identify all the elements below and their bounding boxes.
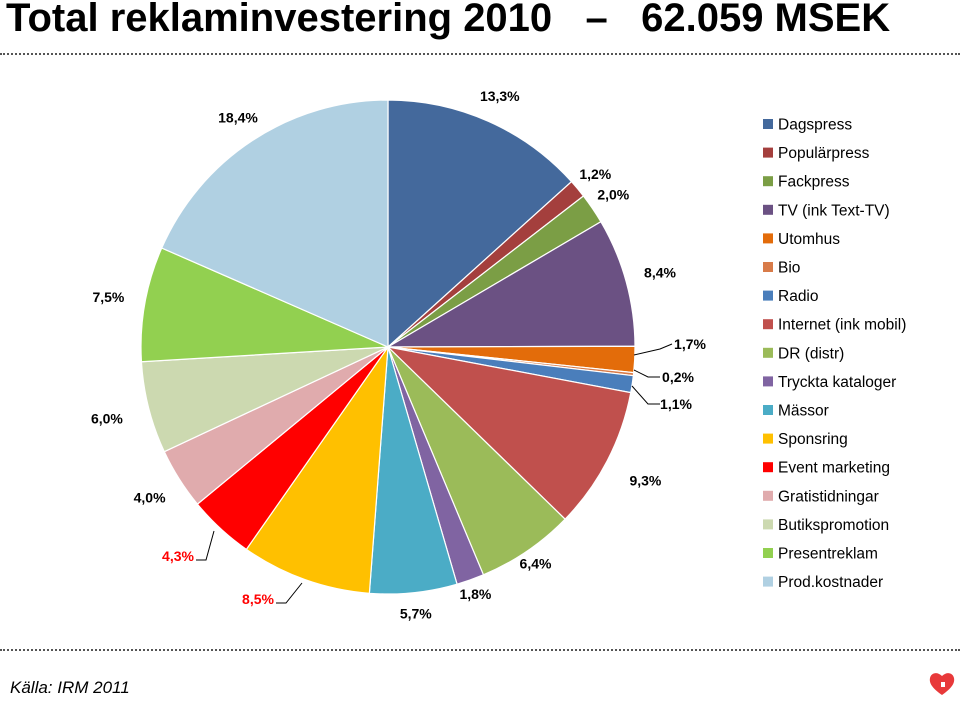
legend-label: Butikspromotion [778,517,889,534]
legend-swatch [763,347,773,358]
data-label-presentreklam: 7,5% [92,289,124,305]
data-label-prod-kostnader: 18,4% [218,110,258,126]
page-title: Total reklaminvestering 2010 – 62.059 MS… [6,0,891,40]
legend-item-bio: Bio [763,260,800,277]
legend-swatch [763,204,773,215]
footer-divider [0,649,960,651]
legend-label: TV (ink Text-TV) [778,202,890,219]
heart-icon [929,673,955,695]
source-note: Källa: IRM 2011 [10,678,130,697]
leader-line [631,385,660,405]
legend-label: Prod.kostnader [778,574,883,591]
leader-line [633,343,673,356]
legend-label: Tryckta kataloger [778,374,896,391]
legend-label: Sponsring [778,431,848,448]
legend-label: Internet (ink mobil) [778,317,906,334]
data-label-fackpress: 2,0% [597,187,629,203]
legend-item-fackpress: Fackpress [763,174,850,191]
legend-item-tryckta-kataloger: Tryckta kataloger [763,374,896,391]
legend-label: Bio [778,260,800,277]
pie-slices [140,99,636,595]
legend-item-internet-ink-mobil: Internet (ink mobil) [763,317,906,334]
legend-swatch [763,147,773,158]
pie-slice-tv-ink-text-tv [385,220,636,348]
legend-label: DR (distr) [778,345,844,362]
legend-label: Utomhus [778,231,840,248]
legend-item-presentreklam: Presentreklam [763,546,878,563]
legend-swatch [763,262,773,272]
legend-item-dagspress: Dagspress [763,117,852,134]
legend-swatch [763,490,773,501]
data-label-bio: 0,2% [662,369,694,385]
legend-swatch [763,119,773,129]
leader-line [196,530,215,561]
pie-slice-prod-kostnader [160,99,389,348]
pie-slice-internet-ink-mobil [386,346,632,521]
legend-swatch [763,176,773,187]
legend-swatch [763,233,773,244]
legend-label: Populärpress [778,145,870,162]
legend-label: Mässor [778,403,829,420]
title-divider [0,53,960,55]
legend-label: Dagspress [778,117,852,134]
legend-swatch [763,519,773,530]
legend-label: Gratistidningar [778,488,879,505]
data-label-popul-rpress: 1,2% [579,166,611,182]
data-label-event-marketing: 4,3% [162,548,194,564]
label-leader-lines [196,343,673,604]
legend-item-gratistidningar: Gratistidningar [763,488,879,505]
data-label-tv-ink-text-tv: 8,4% [644,264,676,280]
legend-label: Presentreklam [778,546,878,563]
pie-slice-dagspress [387,99,573,349]
data-label-tryckta-kataloger: 1,8% [459,586,491,602]
legend-item-sponsring: Sponsring [763,431,848,448]
legend-item-butikspromotion: Butikspromotion [763,517,889,534]
legend-label: Radio [778,288,819,305]
data-label-dagspress: 13,3% [480,88,520,104]
leader-line [633,369,660,378]
chart-legend: Dagspress Populärpress Fackpress TV (ink Te… [763,117,906,591]
legend-item-popul-rpress: Populärpress [763,145,870,162]
legend-swatch [763,405,773,415]
legend-swatch [763,576,773,587]
data-label-sponsring: 8,5% [242,591,274,607]
legend-swatch [763,290,773,301]
data-label-utomhus: 1,7% [674,336,706,352]
legend-item-m-ssor: Mässor [763,403,829,420]
legend-item-dr-distr: DR (distr) [763,345,844,362]
legend-swatch [763,433,773,444]
pie-slice-sponsring [245,344,389,594]
data-label-radio: 1,1% [660,396,692,412]
data-label-dr-distr: 6,4% [520,556,552,572]
legend-swatch [763,462,773,473]
data-label-gratistidningar: 4,0% [134,490,166,506]
legend-item-prod-kostnader: Prod.kostnader [763,574,883,591]
pie-slice-presentreklam [140,247,389,363]
legend-item-utomhus: Utomhus [763,231,840,248]
data-label-internet-ink-mobil: 9,3% [629,473,661,489]
legend-item-radio: Radio [763,288,819,305]
leader-line [276,582,303,604]
legend-item-event-marketing: Event marketing [763,460,890,477]
legend-label: Event marketing [778,460,890,477]
data-label-m-ssor: 5,7% [400,606,432,622]
legend-swatch [763,319,773,330]
data-labels: 13,3% 1,2% 2,0% 8,4% 1,7% 0,2% 1,1% 9,3% 6,4% 1,8… [91,88,707,622]
legend-item-tv-ink-text-tv: TV (ink Text-TV) [763,202,890,219]
legend-swatch [763,376,773,387]
data-label-butikspromotion: 6,0% [91,410,123,426]
legend-swatch [763,548,773,558]
legend-label: Fackpress [778,174,850,191]
